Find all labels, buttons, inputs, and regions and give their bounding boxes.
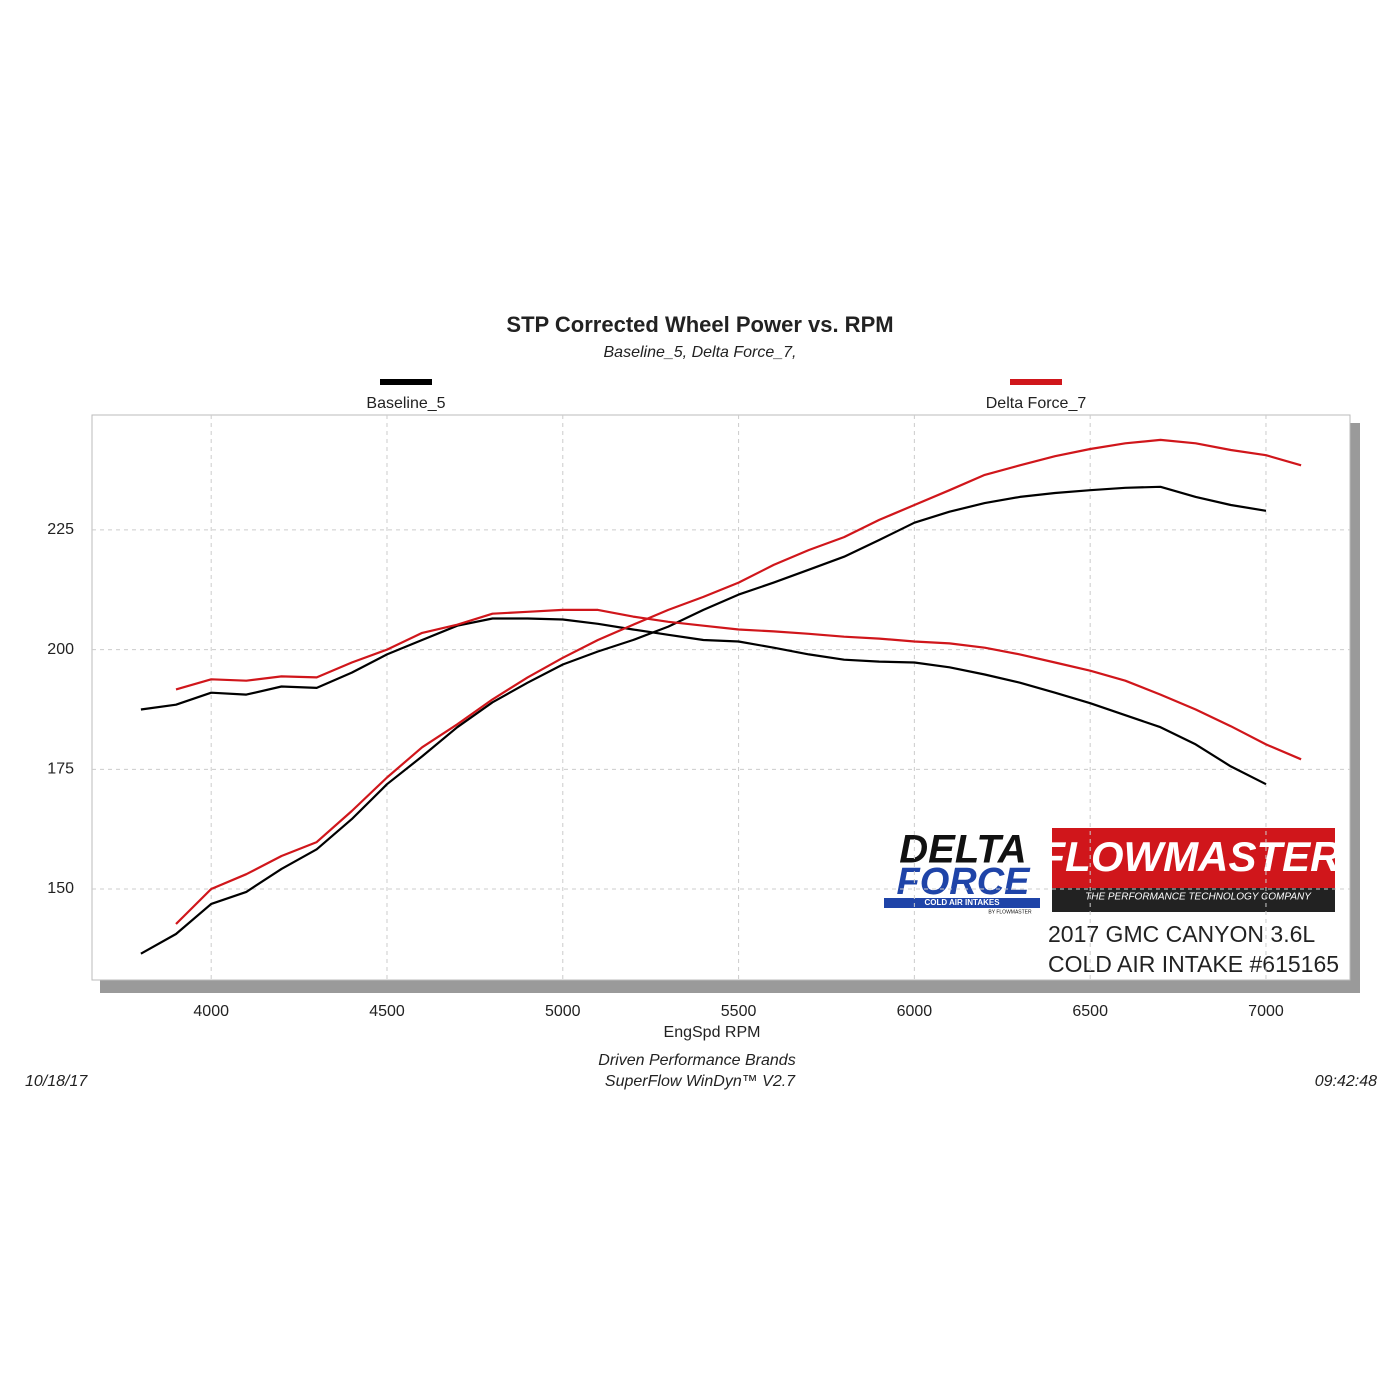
logo-text: BY FLOWMASTER [988, 909, 1032, 915]
footer: SuperFlow WinDyn™ V2.7 [605, 1073, 796, 1090]
y-tick-label: 225 [47, 521, 74, 538]
logo-text: THE PERFORMANCE TECHNOLOGY COMPANY [1085, 892, 1312, 903]
time: 09:42:48 [1315, 1073, 1377, 1090]
logo-text: FORCE [897, 861, 1032, 903]
legend-label: Delta Force_7 [986, 395, 1087, 412]
flowmaster-logo: FLOWMASTER THE PERFORMANCE TECHNOLOGY CO… [1040, 828, 1342, 912]
logo-text: COLD AIR INTAKES [924, 898, 1000, 907]
caption: 2017 GMC CANYON 3.6L [1048, 921, 1315, 947]
date: 10/18/17 [25, 1073, 88, 1090]
logo-text: FLOWMASTER [1040, 833, 1342, 880]
logo-band [1052, 888, 1335, 912]
delta-force-logo: DELTA FORCE COLD AIR INTAKES BY FLOWMAST… [884, 828, 1040, 915]
x-tick-label: 4500 [369, 1003, 405, 1020]
legend-label: Baseline_5 [366, 395, 445, 412]
series-line [140, 617, 1267, 786]
logo-text: DELTA [899, 828, 1026, 872]
x-axis-label: EngSpd RPM [664, 1024, 761, 1041]
logo-band [884, 898, 1040, 908]
x-tick-label: 5500 [721, 1003, 757, 1020]
x-tick-label: 7000 [1248, 1003, 1284, 1020]
chart-title: STP Corrected Wheel Power vs. RPM [506, 312, 893, 337]
x-tick-label: 6500 [1072, 1003, 1108, 1020]
footer: Driven Performance Brands [598, 1052, 795, 1069]
legend-swatch [380, 379, 432, 385]
x-tick-label: 4000 [193, 1003, 229, 1020]
series-line [175, 438, 1302, 925]
x-tick-label: 5000 [545, 1003, 581, 1020]
chart-subtitle: Baseline_5, Delta Force_7, [604, 344, 797, 361]
y-tick-label: 200 [47, 641, 74, 658]
y-tick-label: 175 [47, 761, 74, 778]
series-line [175, 608, 1302, 761]
caption: COLD AIR INTAKE #615165 [1048, 951, 1339, 977]
y-tick-label: 150 [47, 880, 74, 897]
x-tick-label: 6000 [897, 1003, 933, 1020]
series-line [140, 485, 1267, 955]
legend-swatch [1010, 379, 1062, 385]
